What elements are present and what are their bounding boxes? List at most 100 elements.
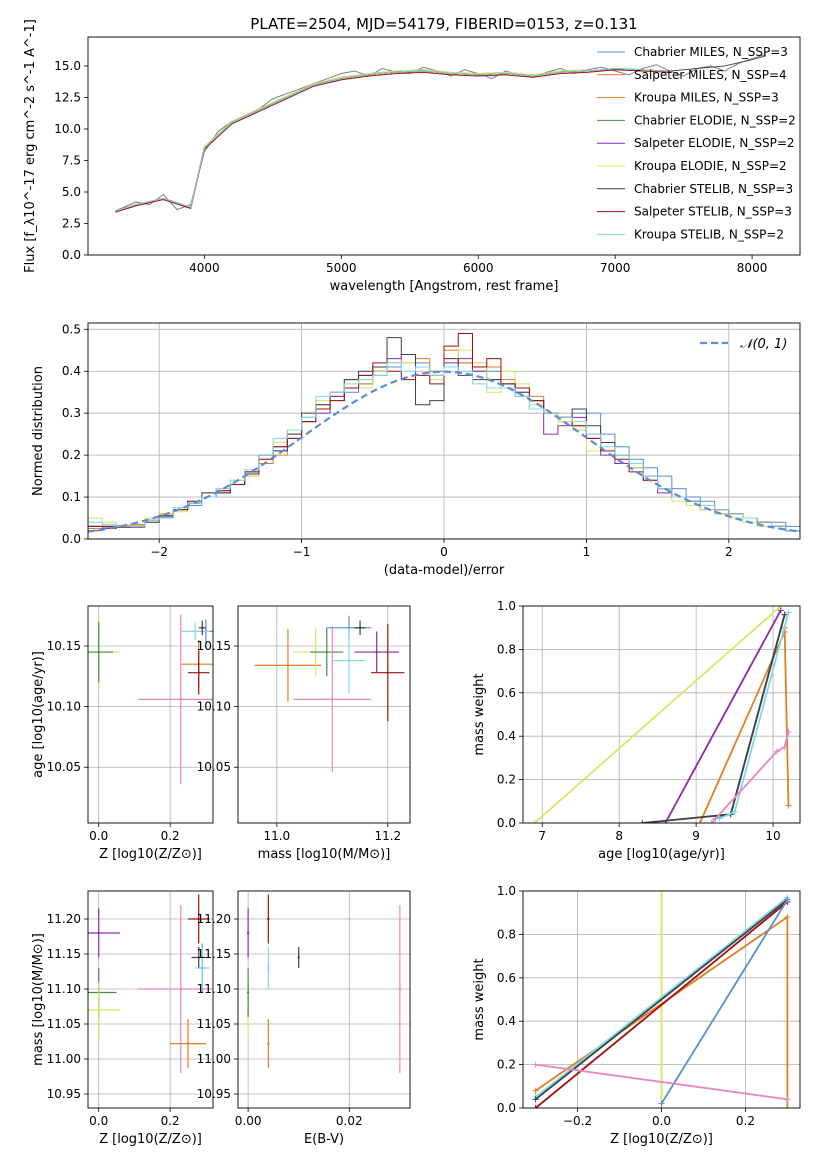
scatter-point [331,698,334,701]
y-tick-label: 0.0 [62,248,81,262]
y-tick-label: 10.0 [54,122,81,136]
y-axis-label: mass [log10(M/M⊙)] [31,933,46,1066]
plot-area [531,606,792,823]
y-tick-label: 0.2 [497,1058,516,1072]
plot-area [88,332,800,539]
plus-marker [658,1100,665,1107]
plus-marker [777,607,784,614]
model-spectrum-3 [115,68,670,212]
scatter-point [297,956,300,959]
scatter-point [246,931,250,935]
scatter-point [197,917,200,921]
y-tick-label: 11.15 [47,947,81,961]
y-tick-label: 11.10 [47,982,81,996]
legend-label: Kroupa ELODIE, N_SSP=2 [634,159,787,173]
scatter-point [179,987,183,991]
scatter-point [179,698,183,701]
x-axis-label: Z [log10(Z/Z⊙)] [99,1132,202,1147]
chart-panel-4: 11.0 11.2 10.05 10.10 10.15 mass [log10(M/M⊙)… [197,605,411,862]
plot-area [88,894,213,1073]
y-tick-label: 0.8 [497,642,516,656]
scatter-point [193,630,197,633]
scatter-point [375,650,378,654]
mass-weight-line-1 [533,606,782,823]
y-tick-label: 11.00 [47,1052,81,1066]
axes-frame [237,890,411,1109]
y-tick-label: 1.0 [497,884,516,898]
scatter-point [267,917,270,921]
scatter-point [267,966,270,970]
y-tick-label: 11.05 [47,1017,81,1031]
y-axis-label: age [log10(age/yr)] [31,651,46,778]
model-spectrum-4 [190,69,588,208]
legend-label: Salpeter MILES, N_SSP=4 [634,68,787,82]
x-tick-label: −1 [293,545,311,559]
plot-area [88,614,213,785]
y-tick-label: 0.0 [497,1101,516,1115]
y-tick-label: 10.10 [47,700,81,714]
x-tick-label: 7 [538,829,546,843]
x-axis-label: mass [log10(M/M⊙)] [258,847,391,862]
legend-label: Chabrier ELODIE, N_SSP=2 [634,113,796,127]
y-tick-label: 11.05 [197,1017,231,1031]
scatter-point [358,626,362,630]
legend-label: 𝒩(0, 1) [740,337,787,352]
y-tick-label: 11.00 [197,1052,231,1066]
plus-marker [658,891,665,894]
x-tick-label: 0.2 [161,1114,180,1128]
scatter-point [201,626,204,630]
model-spectrum-8 [115,69,670,213]
x-tick-label: 0.2 [736,1114,755,1128]
model-spectrum-6 [190,69,588,208]
legend-label: Chabrier MILES, N_SSP=3 [634,45,788,59]
scatter-point [201,966,204,970]
scatter-point [197,671,200,674]
y-tick-label: 10.15 [197,639,231,653]
plus-marker [532,1061,539,1068]
legend-label: Kroupa MILES, N_SSP=3 [634,91,779,105]
plus-marker [716,815,723,822]
chart-panel-5: 7 8 9 10 0.0 0.2 0.4 0.6 0.8 1.0 age [log10(age/yr… [472,599,801,862]
y-tick-label: 0.0 [62,532,81,546]
plus-marker [773,748,780,755]
chart-panel-3: 0.0 0.2 10.05 10.10 10.15 Z [log10(Z/Z⊙)] age … [31,605,214,862]
model-spectrum-9 [115,68,670,212]
y-tick-label: 12.5 [54,90,81,104]
x-tick-label: 10 [765,829,780,843]
scatter-point [398,987,402,991]
mass-weight-line-7 [535,1063,788,1101]
scatter-point [186,1042,190,1045]
x-axis-label: age [log10(age/yr)] [598,847,725,862]
model-spectrum-5 [190,70,588,208]
x-tick-label: 1 [583,545,591,559]
x-tick-label: −0.2 [563,1114,592,1128]
scatter-point [97,931,100,935]
x-tick-label: 7000 [600,261,631,275]
scatter-point [246,991,250,994]
y-tick-label: 11.20 [197,912,231,926]
plus-marker [639,820,646,823]
plot-area [254,615,405,773]
model-spectrum-2 [115,69,670,213]
x-tick-label: 11.0 [263,829,290,843]
plot-area [115,54,766,213]
plus-marker [532,1105,539,1108]
y-tick-label: 7.5 [62,153,81,167]
mass-weight-line-3 [699,627,790,823]
y-tick-label: 11.20 [47,912,81,926]
chart-panel-2: −2 −1 0 1 2 0.0 0.1 0.2 0.3 0.4 0.5 (data-model)/er… [31,322,801,578]
plus-marker [696,820,703,823]
y-tick-label: 11.15 [197,947,231,961]
x-tick-label: 4000 [189,261,220,275]
y-tick-label: 10.15 [47,639,81,653]
y-tick-label: 10.10 [197,700,231,714]
chart-panel-1: 4000 5000 6000 7000 8000 0.0 2.5 5.0 7.5 10.0 12.5… [23,19,801,294]
y-tick-label: 5.0 [62,185,81,199]
x-tick-label: 11.2 [374,829,401,843]
plus-marker [708,820,715,823]
x-tick-label: 0.0 [652,1114,671,1128]
x-tick-label: 8 [615,829,623,843]
plus-marker [532,1087,539,1094]
y-tick-label: 0.2 [62,448,81,462]
